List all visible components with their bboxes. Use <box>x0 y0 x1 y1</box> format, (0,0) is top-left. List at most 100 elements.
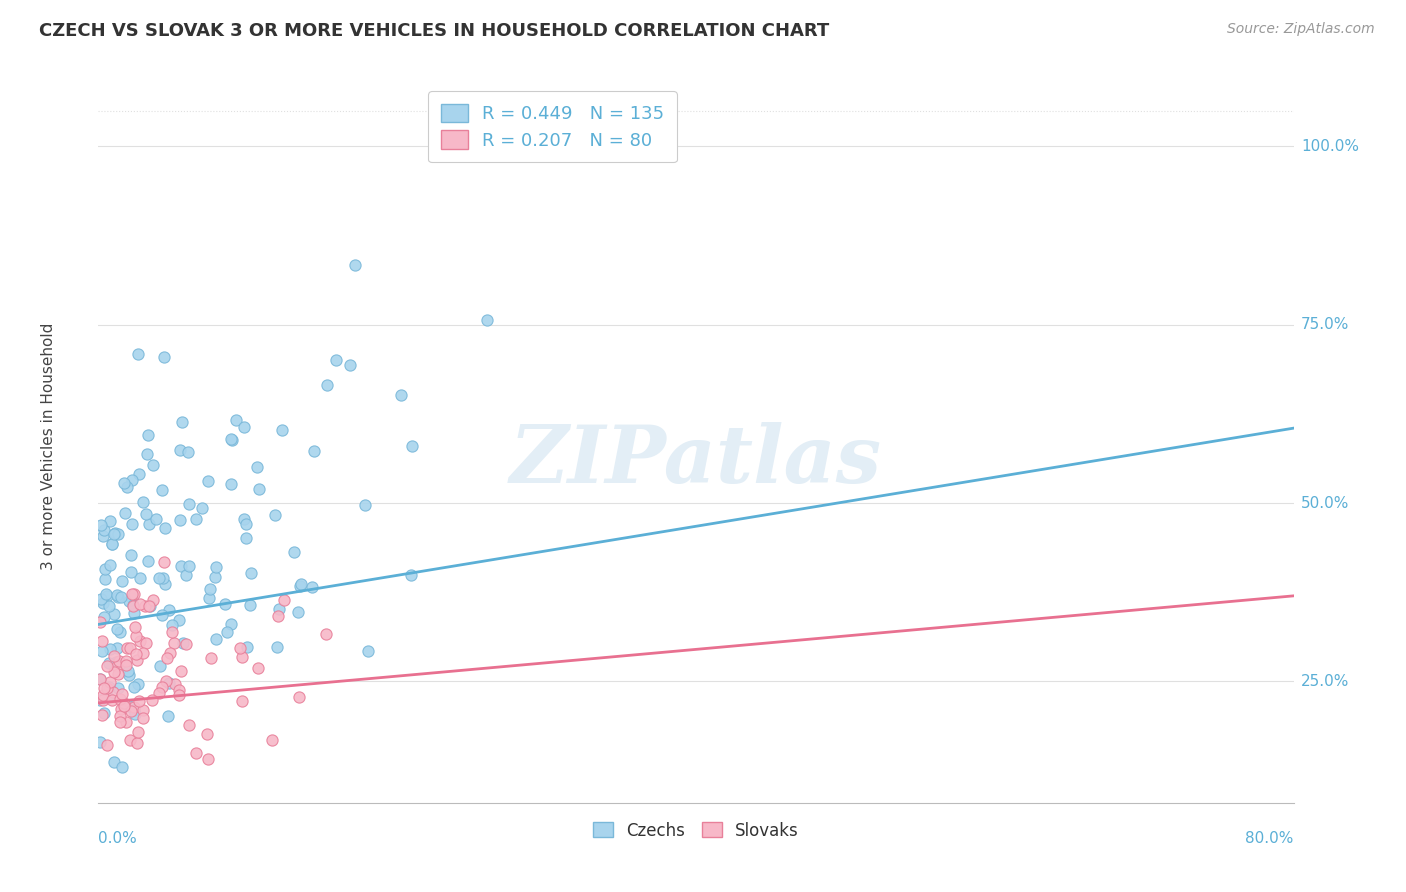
Point <box>105 658 128 673</box>
Point <box>169 513 191 527</box>
Point <box>89 672 111 686</box>
Point <box>89 692 111 706</box>
Point <box>287 605 309 619</box>
Point <box>162 625 184 640</box>
Point <box>148 572 170 586</box>
Point <box>155 674 177 689</box>
Point <box>103 607 125 621</box>
Text: 100.0%: 100.0% <box>1301 139 1360 153</box>
Point <box>107 527 129 541</box>
Point <box>125 736 148 750</box>
Point <box>124 700 146 714</box>
Point <box>197 751 219 765</box>
Point <box>121 591 143 606</box>
Point <box>157 603 180 617</box>
Point <box>135 447 157 461</box>
Point <box>172 415 194 429</box>
Point <box>177 558 200 573</box>
Point <box>142 458 165 472</box>
Point <box>232 419 254 434</box>
Point <box>129 597 152 611</box>
Point <box>204 570 226 584</box>
Point <box>152 571 174 585</box>
Point <box>240 566 263 580</box>
Text: ZIPatlas: ZIPatlas <box>510 422 882 499</box>
Point <box>96 681 118 695</box>
Point <box>118 668 141 682</box>
Point <box>120 641 142 656</box>
Point <box>115 715 138 730</box>
Point <box>96 658 118 673</box>
Point <box>170 558 193 573</box>
Point <box>162 618 184 632</box>
Point <box>401 438 423 452</box>
Point <box>117 665 139 679</box>
Point <box>283 545 305 559</box>
Point <box>124 620 146 634</box>
Point <box>124 647 146 661</box>
Point <box>215 624 238 639</box>
Point <box>239 599 262 613</box>
Point <box>110 702 132 716</box>
Point <box>174 568 197 582</box>
Point <box>108 624 131 639</box>
Text: 25.0%: 25.0% <box>1301 674 1350 689</box>
Point <box>233 512 256 526</box>
Point <box>114 654 136 668</box>
Point <box>94 562 117 576</box>
Point <box>200 582 222 596</box>
Point <box>235 516 257 531</box>
Point <box>107 590 129 604</box>
Point <box>139 599 162 613</box>
Point <box>401 568 423 582</box>
Point <box>121 516 143 531</box>
Point <box>339 358 361 372</box>
Point <box>104 526 127 541</box>
Point <box>112 698 135 713</box>
Point <box>167 683 190 698</box>
Point <box>153 351 176 365</box>
Point <box>301 581 323 595</box>
Point <box>153 577 176 591</box>
Point <box>91 634 114 648</box>
Point <box>219 617 242 632</box>
Point <box>105 588 128 602</box>
Point <box>354 498 377 512</box>
Point <box>101 692 124 706</box>
Point <box>316 377 339 392</box>
Point <box>134 599 156 613</box>
Point <box>163 635 186 649</box>
Point <box>96 738 118 752</box>
Point <box>221 433 243 447</box>
Point <box>89 615 111 629</box>
Point <box>231 694 253 708</box>
Text: 80.0%: 80.0% <box>1246 831 1294 847</box>
Point <box>229 640 252 655</box>
Point <box>273 593 295 607</box>
Point <box>97 690 120 705</box>
Legend: Czechs, Slovaks: Czechs, Slovaks <box>585 814 807 848</box>
Point <box>267 602 290 616</box>
Point <box>219 432 242 446</box>
Point <box>156 650 179 665</box>
Point <box>302 444 325 458</box>
Point <box>93 523 115 537</box>
Point <box>97 680 120 694</box>
Point <box>138 554 160 568</box>
Point <box>122 607 145 621</box>
Point <box>290 579 312 593</box>
Point <box>145 512 167 526</box>
Point <box>101 537 124 551</box>
Point <box>127 725 149 739</box>
Point <box>129 571 152 585</box>
Point <box>91 596 114 610</box>
Point <box>225 412 247 426</box>
Point <box>287 690 309 705</box>
Point <box>169 442 191 457</box>
Point <box>177 718 200 732</box>
Point <box>266 609 288 624</box>
Point <box>103 665 125 680</box>
Point <box>167 613 190 627</box>
Point <box>315 626 337 640</box>
Point <box>135 636 157 650</box>
